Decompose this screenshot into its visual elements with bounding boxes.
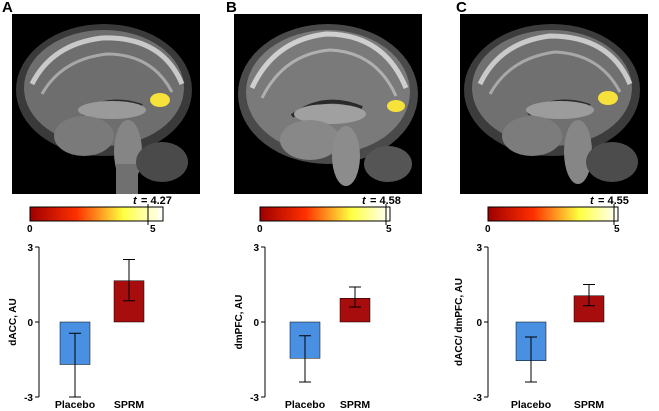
brain-mri-image: [12, 14, 200, 194]
colorbar: t = 4.27 0 5: [27, 196, 172, 235]
y-tick-label: 3: [27, 243, 33, 254]
panel-letter: B: [226, 0, 237, 16]
bar-chart: 3 0 -3 dACC, AU Placebo SPRM: [8, 243, 145, 411]
colorbar-max-label: 5: [386, 224, 392, 235]
y-tick-label: -3: [473, 393, 482, 404]
activation-blob: [387, 100, 405, 112]
t-label: t: [362, 196, 367, 207]
x-category-label: Placebo: [511, 399, 551, 411]
colorbar-max-label: 5: [614, 224, 620, 235]
colorbar: t = 4.55 0 5: [485, 196, 629, 235]
x-category-label: Placebo: [285, 399, 325, 411]
panel-letter: A: [2, 0, 13, 16]
y-tick-label: 0: [253, 318, 259, 329]
y-tick-label: 0: [27, 318, 33, 329]
t-label: t: [590, 196, 595, 207]
t-label: t: [133, 196, 138, 207]
bar-chart: 3 0 -3 dACC/ dmPFC, AU Placebo SPRM: [454, 243, 605, 411]
colorbar-min-label: 0: [485, 224, 491, 235]
brain-mri-image: [460, 14, 648, 194]
colorbar: t = 4.58 0 5: [257, 196, 401, 235]
y-axis-label: dACC/ dmPFC, AU: [454, 278, 465, 366]
x-category-label: SPRM: [574, 399, 605, 411]
panel-a: A t = 4.27 0 5 3 0 -3 dACC, AU Placebo SPRM: [0, 0, 220, 411]
y-tick-label: 0: [476, 318, 482, 329]
brain-mri-image: [234, 14, 422, 194]
y-axis-label: dmPFC, AU: [234, 295, 245, 350]
x-category-label: Placebo: [55, 399, 95, 411]
activation-blob: [598, 91, 618, 105]
bar-chart: 3 0 -3 dmPFC, AU Placebo SPRM: [234, 243, 371, 411]
colorbar-min-label: 0: [27, 224, 33, 235]
x-category-label: SPRM: [114, 399, 145, 411]
colorbar-max-label: 5: [150, 224, 156, 235]
panel-letter: C: [456, 0, 467, 16]
t-value: = 4.55: [598, 196, 629, 207]
y-tick-label: -3: [250, 393, 259, 404]
panel-c: C t = 4.55 0 5 3 0 -3 dACC/ dmPFC, AU Placeb…: [440, 0, 659, 411]
t-value: = 4.58: [370, 196, 401, 207]
y-axis-label: dACC, AU: [8, 298, 19, 345]
y-tick-label: 3: [476, 243, 482, 254]
x-category-label: SPRM: [340, 399, 371, 411]
colorbar-min-label: 0: [257, 224, 263, 235]
y-tick-label: -3: [24, 393, 33, 404]
activation-blob: [150, 93, 170, 107]
panel-b: B t = 4.58 0 5 3 0 -3 dmPFC, AU Placebo SPRM: [220, 0, 440, 411]
y-tick-label: 3: [253, 243, 259, 254]
t-value: = 4.27: [141, 196, 172, 207]
